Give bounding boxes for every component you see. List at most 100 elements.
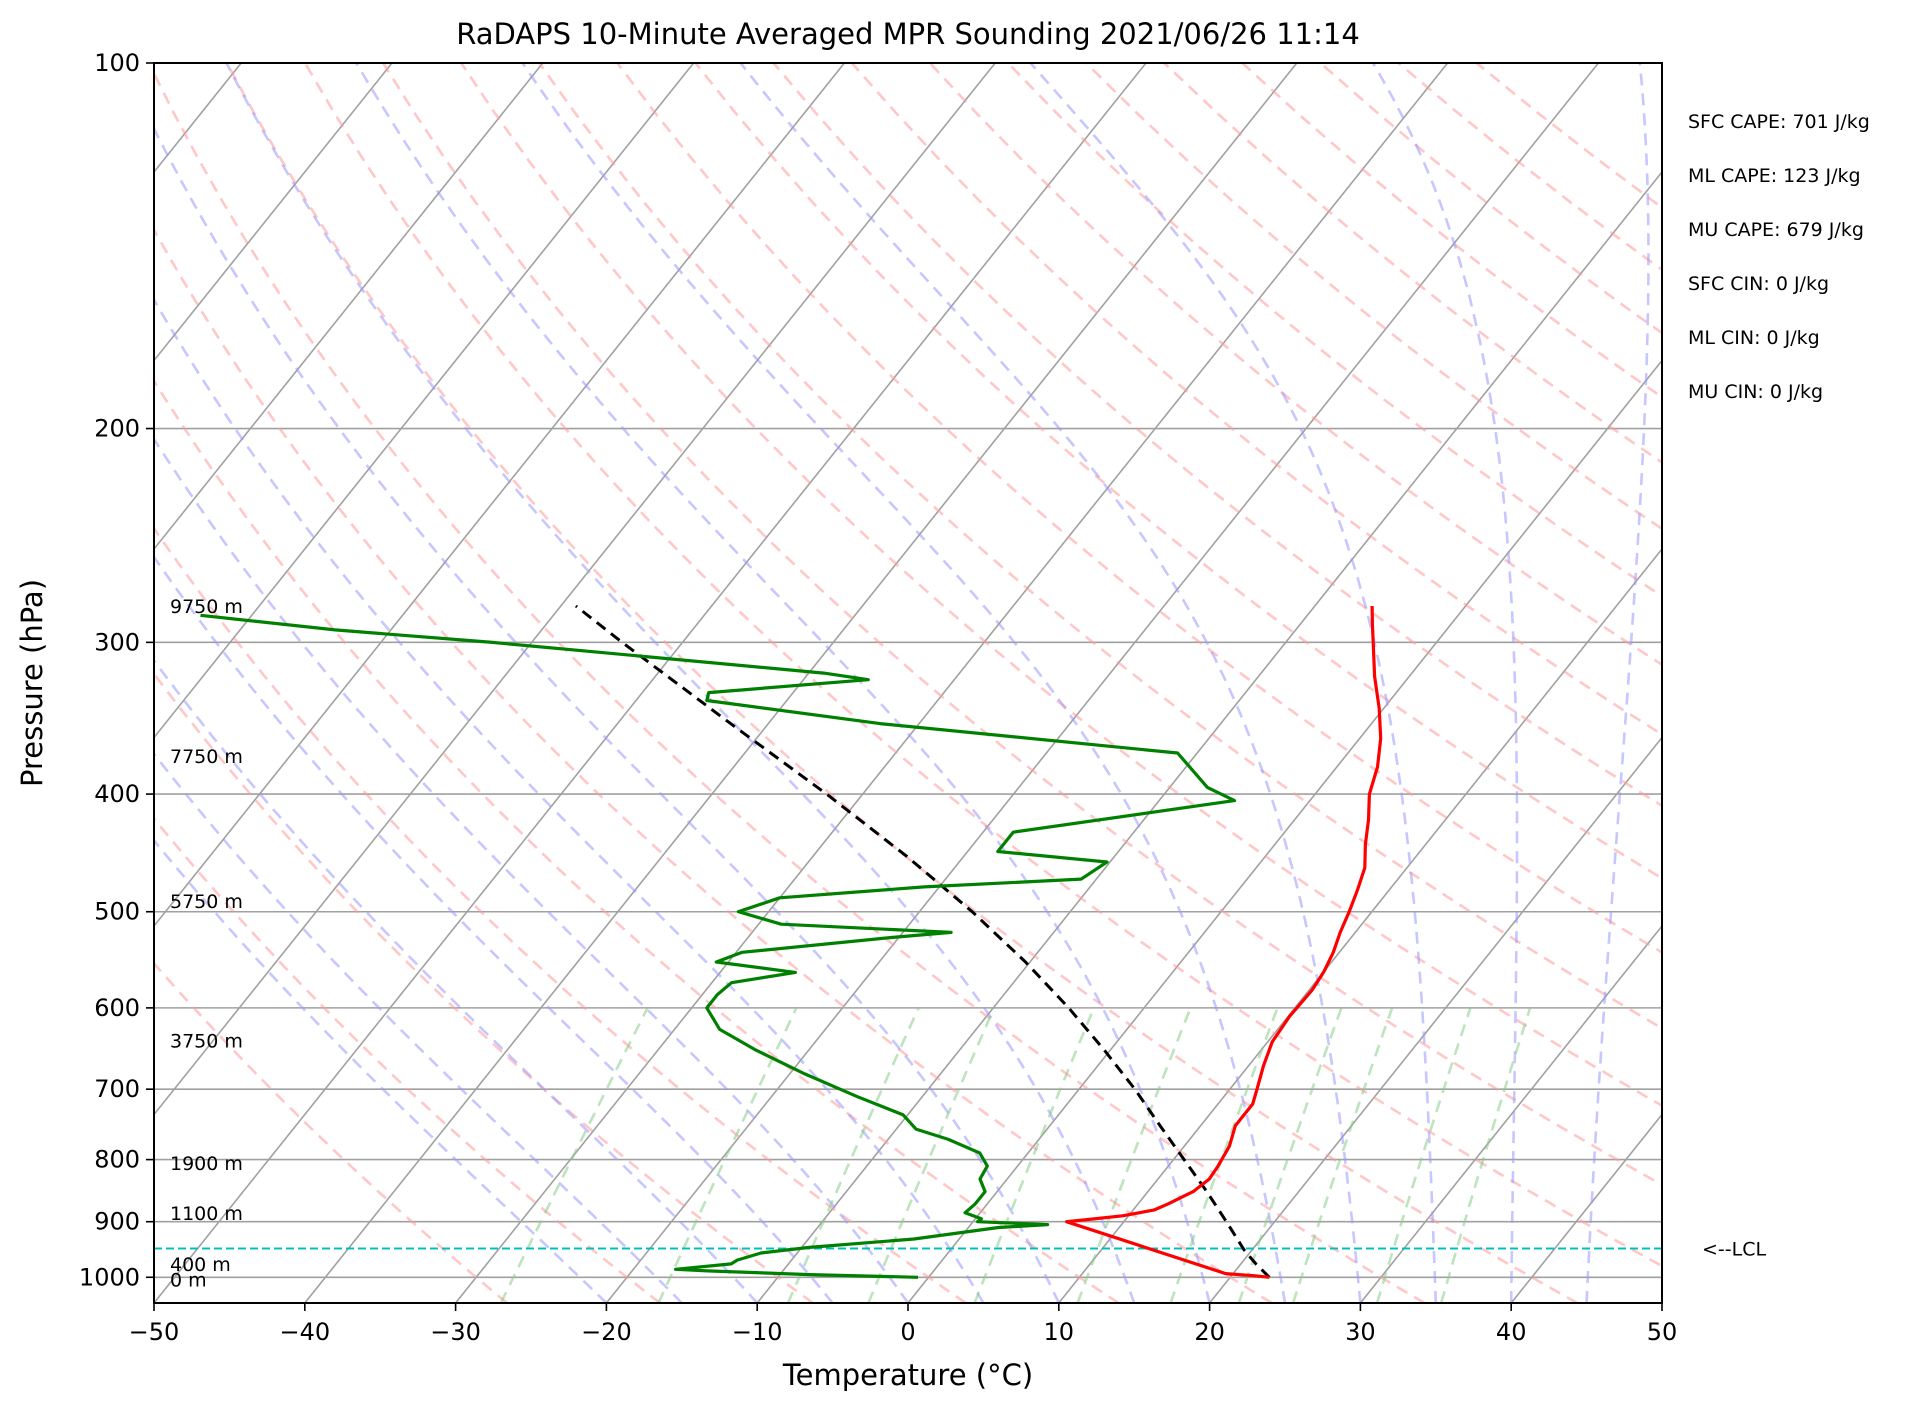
dry-adiabat — [154, 671, 814, 1303]
chart-title: RaDAPS 10-Minute Averaged MPR Sounding 2… — [456, 17, 1360, 51]
isotherm-lines — [154, 63, 1662, 1303]
isotherm-line — [907, 359, 1662, 1303]
height-label: 9750 m — [170, 596, 243, 618]
y-tick-label: 1000 — [79, 1263, 140, 1291]
x-axis-ticks: −50 −40 −30 −20 −10 0 10 20 30 40 50 — [129, 1303, 1678, 1346]
stability-index: SFC CIN: 0 J/kg — [1688, 273, 1829, 295]
moist-adiabat — [355, 63, 1211, 1303]
isotherm-line — [154, 63, 544, 551]
isotherm-line — [154, 63, 393, 362]
plot-area — [154, 63, 1662, 1303]
dry-adiabat — [538, 63, 1662, 1030]
isotherm-line — [1208, 736, 1662, 1303]
mixing-ratio-line — [1169, 1007, 1279, 1303]
isotherm-line — [1058, 547, 1662, 1303]
x-tick-label: 50 — [1647, 1318, 1678, 1346]
height-label: 5750 m — [170, 891, 243, 913]
dry-adiabat — [460, 63, 1662, 1108]
dry-adiabat — [303, 63, 1662, 1268]
stability-indices: SFC CAPE: 701 J/kg ML CAPE: 123 J/kg MU CA… — [1688, 111, 1870, 403]
dry-adiabat — [154, 227, 1273, 1303]
stability-index: MU CAPE: 679 J/kg — [1688, 219, 1864, 241]
y-tick-label: 500 — [94, 898, 140, 926]
temperature-line — [1064, 605, 1383, 1279]
isotherm-line — [1359, 924, 1662, 1303]
y-tick-label: 900 — [94, 1208, 140, 1236]
x-tick-label: −20 — [581, 1318, 632, 1346]
moist-adiabat — [154, 436, 910, 1303]
mixing-ratio-line — [786, 1007, 920, 1303]
isotherm-line — [605, 63, 1600, 1303]
stability-index: SFC CAPE: 701 J/kg — [1688, 111, 1870, 133]
isotherm-line — [756, 170, 1662, 1303]
isotherm-line — [154, 63, 996, 1116]
isotherm-line — [154, 63, 1147, 1303]
mixing-ratio-line — [1076, 1007, 1192, 1303]
moist-adiabat — [154, 125, 1060, 1303]
y-axis-label: Pressure (hPa) — [15, 579, 49, 787]
mixing-ratio-line — [1375, 1007, 1472, 1303]
isotherm-line — [154, 63, 695, 739]
height-label: 7750 m — [170, 746, 243, 768]
sounding-series — [200, 604, 1383, 1279]
dry-adiabat — [154, 526, 967, 1303]
moist-adiabat — [154, 554, 834, 1303]
mixing-ratio-line — [657, 1007, 798, 1303]
y-tick-label: 700 — [94, 1075, 140, 1103]
moist-adiabat — [154, 658, 759, 1303]
dry-adiabat — [381, 63, 1662, 1187]
isotherm-line — [454, 63, 1449, 1303]
moist-adiabat — [1029, 63, 1438, 1303]
stability-index: MU CIN: 0 J/kg — [1688, 381, 1823, 403]
y-tick-label: 800 — [94, 1146, 140, 1174]
height-label: 3750 m — [170, 1030, 243, 1052]
moist-adiabat — [521, 63, 1287, 1303]
moist-adiabat — [739, 63, 1362, 1303]
isotherm-line — [304, 63, 1298, 1303]
x-tick-label: 20 — [1194, 1318, 1225, 1346]
x-tick-label: 0 — [900, 1318, 915, 1346]
height-labels: 9750 m 7750 m 5750 m 3750 m 1900 m 1100 m 400 … — [170, 596, 243, 1291]
y-tick-label: 300 — [94, 628, 140, 656]
y-tick-label: 100 — [94, 49, 140, 77]
dewpoint-line — [200, 613, 1237, 1279]
height-label: 1100 m — [170, 1203, 243, 1225]
mixing-ratio-line — [499, 1007, 649, 1303]
dry-adiabat — [928, 63, 1662, 667]
x-tick-label: −30 — [430, 1318, 481, 1346]
moist-adiabat — [1371, 63, 1519, 1303]
moist-adiabat — [154, 838, 608, 1303]
x-tick-label: 30 — [1345, 1318, 1376, 1346]
x-axis-label: Temperature (°C) — [782, 1358, 1033, 1392]
y-tick-label: 200 — [94, 415, 140, 443]
dry-adiabat — [154, 70, 1426, 1303]
mixing-ratio-line — [867, 1007, 996, 1303]
x-tick-label: −50 — [129, 1318, 180, 1346]
mixing-ratio-lines — [499, 1007, 1532, 1303]
y-tick-label: 600 — [94, 994, 140, 1022]
height-label: 1900 m — [170, 1153, 243, 1175]
dry-adiabat-lines — [154, 63, 1662, 1303]
mixing-ratio-line — [1237, 1007, 1343, 1303]
x-tick-label: −10 — [732, 1318, 783, 1346]
dry-adiabat — [154, 378, 1120, 1303]
y-tick-label: 400 — [94, 780, 140, 808]
x-tick-label: −40 — [279, 1318, 330, 1346]
height-label: 0 m — [170, 1269, 207, 1291]
x-tick-label: 40 — [1496, 1318, 1527, 1346]
stability-index: ML CAPE: 123 J/kg — [1688, 165, 1861, 187]
dry-adiabat — [850, 63, 1662, 736]
dry-adiabat — [616, 63, 1662, 954]
lcl-label: <--LCL — [1702, 1239, 1766, 1261]
moist-adiabat — [154, 751, 683, 1303]
x-tick-label: 10 — [1044, 1318, 1075, 1346]
mixing-ratio-line — [1291, 1007, 1394, 1303]
dry-adiabat — [154, 961, 508, 1303]
dry-adiabat — [1007, 63, 1662, 598]
height-label: 400 m — [170, 1254, 231, 1276]
parcel-profile-line — [574, 604, 1271, 1279]
moist-adiabat — [1585, 63, 1650, 1303]
mixing-ratio-line — [973, 1007, 1096, 1303]
mixing-ratio-line — [1439, 1007, 1532, 1303]
